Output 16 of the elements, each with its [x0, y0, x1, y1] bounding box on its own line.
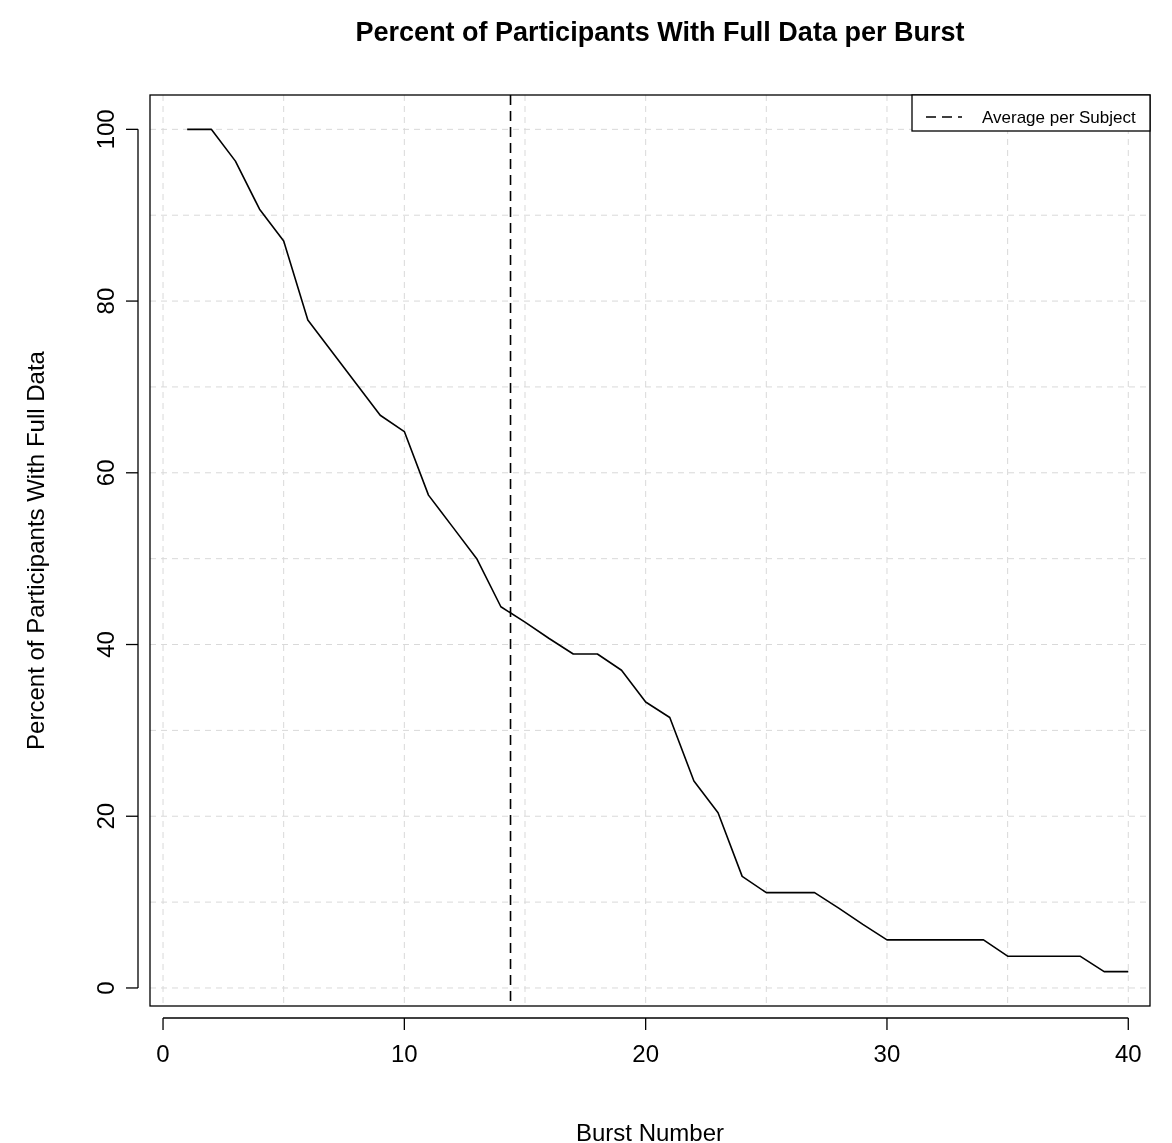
- x-tick-label: 20: [632, 1040, 660, 1067]
- legend: Average per Subject: [911, 94, 1151, 132]
- y-tick-label: 100: [92, 109, 119, 150]
- x-tick-label: 10: [390, 1040, 418, 1067]
- x-axis-title: Burst Number: [575, 1119, 725, 1143]
- x-tick-label: 30: [873, 1040, 901, 1067]
- y-axis-title: Percent of Participants With Full Data: [22, 350, 49, 750]
- x-tick-label: 0: [156, 1040, 170, 1067]
- y-tick-label: 20: [92, 802, 119, 830]
- y-tick-label: 80: [92, 287, 119, 315]
- chart-title: Percent of Participants With Full Data per Burst: [355, 17, 965, 47]
- y-tick-label: 0: [92, 981, 119, 995]
- y-tick-label: 60: [92, 459, 119, 487]
- x-tick-label: 40: [1114, 1040, 1142, 1067]
- ref-line-label: Average per Subject: [982, 108, 1137, 127]
- y-tick-label: 40: [92, 631, 119, 658]
